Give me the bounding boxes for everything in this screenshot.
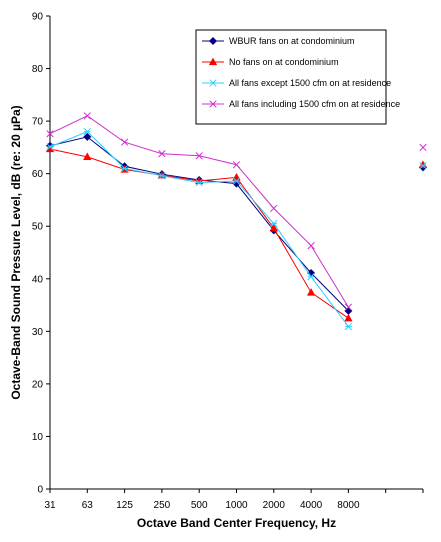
data-point — [158, 172, 166, 180]
y-axis-title: Octave-Band Sound Pressure Level, dB (re… — [9, 105, 23, 399]
legend-item: WBUR fans on at condominium — [202, 36, 355, 46]
data-point — [270, 204, 278, 213]
x-axis-title: Octave Band Center Frequency, Hz — [137, 516, 336, 530]
data-point — [83, 127, 91, 136]
legend: WBUR fans on at condominium No fans on at… — [195, 29, 400, 125]
legend-label: No fans on at condominium — [229, 57, 339, 67]
data-point — [120, 138, 129, 146]
y-axis: 0 10 20 30 40 50 60 70 80 90 — [32, 12, 51, 496]
data-point — [269, 223, 278, 232]
x-tick-label: 8000 — [337, 500, 360, 511]
y-tick-label: 20 — [32, 379, 44, 390]
x-tick-label: 4000 — [300, 500, 323, 511]
y-tick-label: 10 — [32, 432, 44, 443]
data-point — [83, 112, 91, 120]
y-tick-label: 70 — [32, 117, 44, 128]
x-tick-label: 2000 — [263, 500, 286, 511]
series-layer — [45, 112, 428, 331]
data-point — [83, 132, 92, 141]
legend-label: All fans including 1500 cfm on at reside… — [229, 99, 400, 109]
y-tick-label: 40 — [32, 274, 44, 285]
data-point — [195, 152, 203, 160]
data-point — [270, 219, 278, 228]
data-point — [232, 173, 241, 181]
y-tick-label: 80 — [32, 64, 44, 75]
data-point — [158, 150, 166, 158]
series-4 — [46, 112, 427, 311]
y-tick-label: 90 — [32, 12, 44, 23]
x-axis: 31 63 125 250 500 1000 2000 4000 8000 — [44, 488, 424, 511]
y-tick-label: 50 — [32, 222, 44, 233]
data-point — [344, 322, 353, 331]
data-point — [46, 143, 54, 151]
x-tick-label: 500 — [191, 500, 208, 511]
legend-item: No fans on at condominium — [202, 57, 339, 67]
legend-item: All fans including 1500 cfm on at reside… — [202, 99, 400, 109]
data-point — [344, 313, 353, 322]
legend-box — [195, 29, 387, 125]
series-3 — [46, 127, 427, 331]
x-tick-label: 250 — [154, 500, 171, 511]
data-point — [46, 130, 54, 138]
legend-marker — [209, 79, 217, 87]
data-point — [344, 303, 353, 311]
data-point — [307, 273, 315, 281]
x-tick-label: 63 — [82, 500, 94, 511]
x-tick-label: 31 — [44, 500, 56, 511]
data-point — [195, 178, 203, 187]
y-tick-label: 60 — [32, 169, 44, 180]
data-point — [306, 288, 316, 296]
data-point — [232, 177, 241, 185]
legend-label: WBUR fans on at condominium — [229, 36, 355, 46]
legend-label: All fans except 1500 cfm on at residence — [229, 78, 391, 88]
x-tick-label: 1000 — [225, 500, 248, 511]
data-point — [307, 242, 315, 250]
y-tick-label: 0 — [37, 485, 43, 496]
legend-marker — [208, 36, 218, 46]
legend-marker — [208, 57, 218, 66]
legend-marker — [209, 100, 217, 108]
y-tick-label: 30 — [32, 327, 44, 338]
legend-item: All fans except 1500 cfm on at residence — [202, 78, 391, 88]
data-point — [83, 152, 92, 160]
data-point — [419, 162, 427, 170]
data-point — [120, 164, 129, 173]
x-tick-label: 125 — [116, 500, 133, 511]
data-point — [419, 143, 427, 152]
data-point — [232, 161, 241, 169]
